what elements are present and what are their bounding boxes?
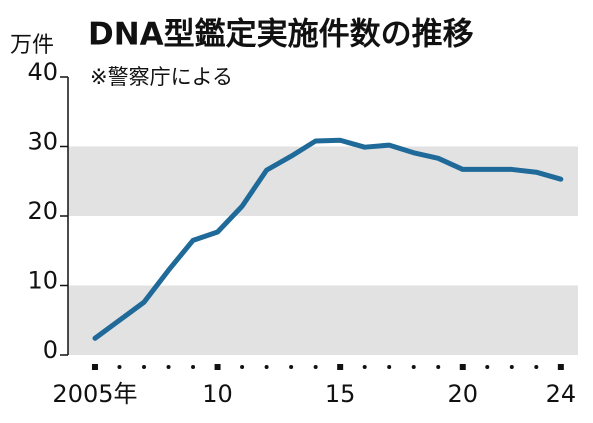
x-minor-tick	[191, 365, 196, 369]
x-minor-tick	[387, 365, 392, 369]
x-minor-tick	[509, 365, 514, 369]
x-minor-tick	[411, 365, 416, 369]
x-minor-tick	[240, 365, 245, 369]
x-tick-label: 24	[546, 380, 577, 408]
y-axis-unit: 万件	[10, 33, 54, 58]
x-minor-tick	[264, 365, 269, 369]
x-tick-label: 20	[447, 380, 478, 408]
x-tick	[557, 364, 564, 370]
y-tick-label: 0	[43, 336, 58, 364]
y-tick-label: 40	[27, 58, 58, 86]
x-tick-label: 10	[202, 380, 233, 408]
x-minor-tick	[142, 365, 147, 369]
x-tick	[459, 364, 466, 370]
y-tick-label: 10	[27, 267, 58, 295]
x-minor-tick	[313, 365, 318, 369]
grid-band	[68, 285, 578, 355]
y-tick-label: 20	[27, 197, 58, 225]
chart-title: DNA型鑑定実施件数の推移	[88, 17, 474, 53]
x-tick	[91, 364, 98, 370]
x-minor-tick	[485, 365, 490, 369]
x-minor-tick	[534, 365, 539, 369]
chart-subtitle: ※警察庁による	[90, 65, 233, 89]
grid-band	[68, 146, 578, 216]
x-tick	[337, 364, 344, 370]
x-tick-label: 15	[325, 380, 356, 408]
x-minor-tick	[436, 365, 441, 369]
x-minor-tick	[166, 365, 171, 369]
y-tick-label: 30	[27, 128, 58, 156]
x-minor-tick	[117, 365, 122, 369]
x-tick	[214, 364, 221, 370]
x-minor-tick	[362, 365, 367, 369]
x-minor-tick	[289, 365, 294, 369]
x-tick-label: 2005年	[52, 380, 137, 408]
data-line	[92, 137, 564, 341]
